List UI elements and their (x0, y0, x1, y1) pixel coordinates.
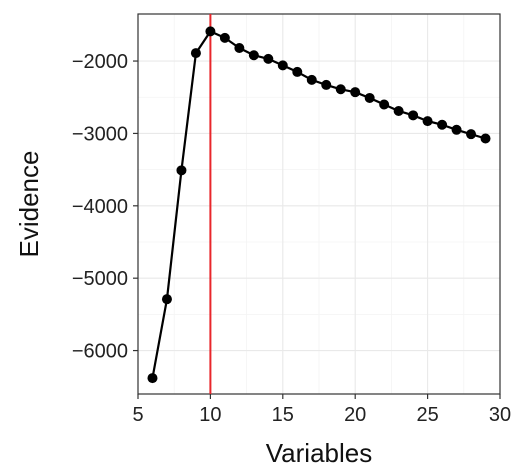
data-point (306, 74, 317, 85)
x-tick-label: 20 (344, 404, 366, 426)
data-point (176, 165, 187, 176)
y-tick-label: −3000 (72, 123, 128, 145)
x-tick-label: 5 (132, 404, 143, 426)
data-point (147, 373, 158, 384)
data-point (422, 116, 433, 127)
data-point (393, 105, 404, 116)
y-tick-label: −2000 (72, 51, 128, 73)
x-tick-label: 10 (199, 404, 221, 426)
data-point (234, 43, 245, 54)
x-axis-ticks: 5 10 15 20 25 30 (132, 394, 511, 426)
data-point (364, 92, 375, 103)
y-tick-label: −6000 (72, 341, 128, 363)
plot-border (137, 13, 501, 395)
data-point (480, 133, 491, 144)
data-point (161, 294, 172, 305)
data-point (263, 53, 274, 64)
y-axis-ticks: −6000 −5000 −4000 −3000 −2000 (72, 51, 138, 363)
data-point (205, 26, 216, 37)
x-tick-label: 15 (272, 404, 294, 426)
data-point (219, 32, 230, 43)
data-point (321, 79, 332, 90)
x-tick-label: 30 (489, 404, 511, 426)
data-point (190, 48, 201, 59)
y-tick-label: −5000 (72, 268, 128, 290)
grid-minor (138, 14, 500, 394)
data-point (248, 50, 259, 61)
data-point (466, 129, 477, 140)
data-point (335, 84, 346, 95)
x-tick-label: 25 (416, 404, 438, 426)
y-axis-title: Evidence (14, 151, 44, 258)
data-point (350, 87, 361, 98)
data-point (437, 119, 448, 130)
data-point (292, 66, 303, 77)
y-tick-label: −4000 (72, 196, 128, 218)
data-point (451, 124, 462, 135)
series-layer (147, 26, 491, 384)
x-axis-title: Variables (266, 438, 372, 468)
data-point (379, 99, 390, 110)
data-point (408, 110, 419, 121)
data-point (277, 60, 288, 71)
